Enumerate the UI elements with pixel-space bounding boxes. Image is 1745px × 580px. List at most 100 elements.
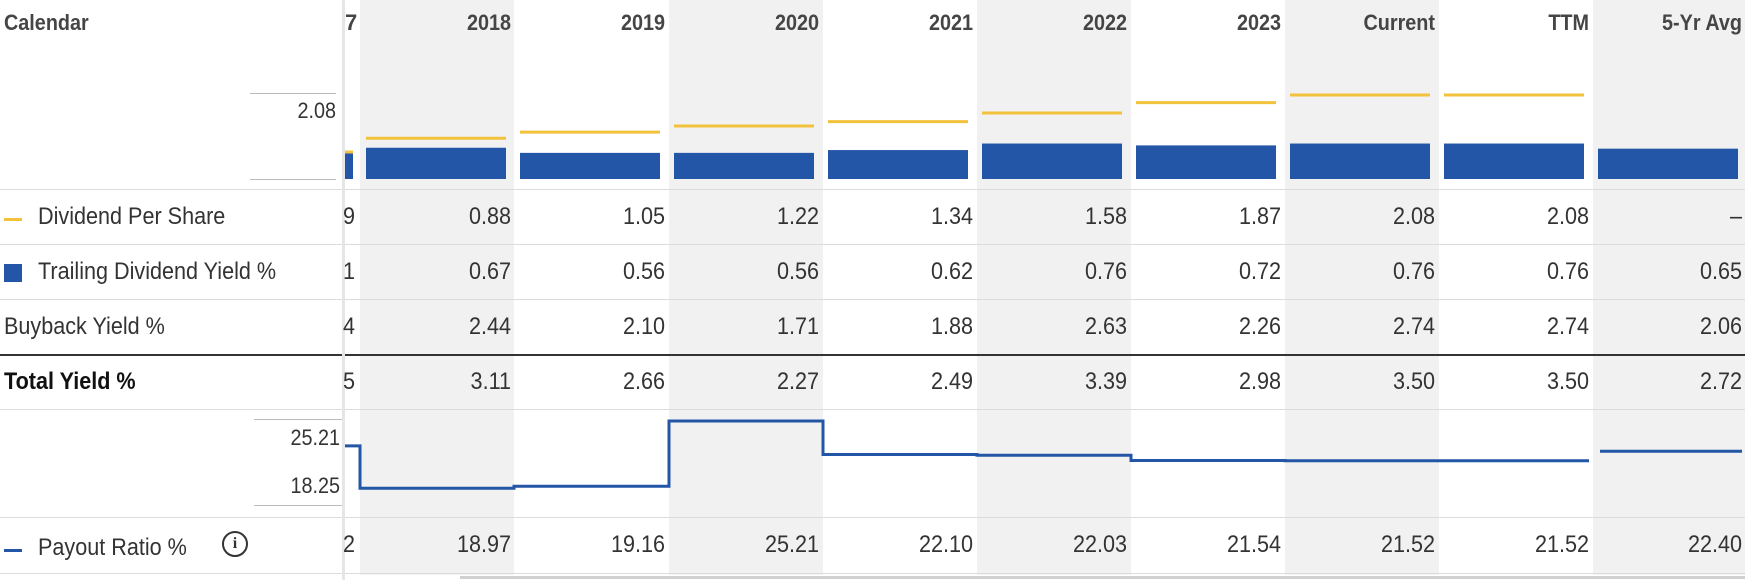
buyback-yield-value: 2.06 (1699, 313, 1742, 340)
dividend-per-share-value: 2.08 (1546, 203, 1589, 230)
trailing-yield-value: 0.56 (776, 258, 819, 285)
payout-ratio-label: Payout Ratio % (38, 534, 187, 561)
row-divider (0, 299, 1745, 300)
total-yield-label: Total Yield % (4, 368, 136, 395)
column-header: 2020 (774, 10, 819, 35)
column-header: 2021 (928, 10, 973, 35)
column-header: 5-Yr Avg (1662, 10, 1742, 35)
dividend-axis-tick-line (250, 93, 336, 94)
total-divider (0, 354, 1745, 356)
dividend-per-share-value: – (1729, 203, 1742, 230)
payout-ratio-value: 21.52 (1534, 531, 1589, 558)
partial-column-header: 7 (345, 10, 358, 35)
buyback-yield-label: Buyback Yield % (4, 313, 165, 340)
yield-bar (1290, 143, 1430, 179)
partial-value: 4 (342, 313, 355, 340)
payout-axis-min-label: 18.25 (290, 473, 340, 498)
partial-value: 1 (342, 258, 355, 285)
total-yield-value: 3.39 (1084, 368, 1127, 395)
frozen-column-divider (342, 0, 345, 580)
yield-bar (982, 143, 1122, 179)
col-shade-2018 (360, 0, 514, 575)
row-divider (0, 573, 1745, 574)
total-yield-value: 3.11 (470, 368, 511, 395)
total-yield-value: 2.27 (776, 368, 819, 395)
partial-value: 2 (342, 531, 355, 558)
dividend-per-share-value: 2.08 (1392, 203, 1435, 230)
scrollbar-track[interactable] (460, 576, 1745, 579)
dividend-per-share-value: 1.58 (1084, 203, 1127, 230)
yield-legend-square-icon (4, 264, 22, 282)
trailing-yield-value: 0.76 (1084, 258, 1127, 285)
yield-bar (828, 150, 968, 179)
trailing-yield-value: 0.65 (1699, 258, 1742, 285)
payout-ratio-value: 21.52 (1380, 531, 1435, 558)
dividend-axis-label: 2.08 (297, 98, 336, 123)
total-yield-value: 3.50 (1392, 368, 1435, 395)
yield-bar (1598, 148, 1738, 179)
column-header: Current (1363, 10, 1435, 35)
row-divider (0, 517, 1745, 518)
trailing-yield-value: 0.62 (930, 258, 973, 285)
buyback-yield-value: 2.74 (1392, 313, 1435, 340)
buyback-yield-value: 2.74 (1546, 313, 1589, 340)
total-yield-value: 2.49 (930, 368, 973, 395)
total-yield-value: 2.98 (1238, 368, 1281, 395)
payout-ratio-value: 25.21 (764, 531, 819, 558)
calendar-header: Calendar (4, 10, 89, 35)
col-shade-2022 (977, 0, 1131, 575)
payout-axis-bottom-line (254, 505, 342, 506)
buyback-yield-value: 2.10 (622, 313, 665, 340)
trailing-yield-value: 0.76 (1392, 258, 1435, 285)
dividend-axis-base-line (250, 179, 336, 180)
dividend-per-share-value: 1.34 (930, 203, 973, 230)
payout-ratio-value: 18.97 (456, 531, 511, 558)
yield-bar (520, 152, 660, 179)
yield-bar (674, 152, 814, 179)
total-yield-value: 3.50 (1546, 368, 1589, 395)
partial-value: 5 (342, 368, 355, 395)
total-yield-value: 2.72 (1699, 368, 1742, 395)
dividend-per-share-value: 1.05 (622, 203, 665, 230)
payout-legend-line-icon (4, 549, 22, 552)
column-header: 2022 (1082, 10, 1127, 35)
row-divider (0, 189, 1745, 190)
payout-ratio-value: 19.16 (610, 531, 665, 558)
row-divider (0, 244, 1745, 245)
payout-step-line (345, 419, 1589, 490)
col-shade-2020 (669, 0, 823, 575)
column-header: 2018 (466, 10, 511, 35)
buyback-yield-value: 2.44 (468, 313, 511, 340)
trailing-yield-value: 0.67 (468, 258, 511, 285)
total-yield-value: 2.66 (622, 368, 665, 395)
payout-ratio-value: 22.03 (1072, 531, 1127, 558)
partial-value: 9 (342, 203, 355, 230)
payout-ratio-value: 22.10 (918, 531, 973, 558)
dividend-legend-line-icon (4, 218, 22, 221)
buyback-yield-value: 1.88 (930, 313, 973, 340)
buyback-yield-value: 1.71 (776, 313, 819, 340)
dividend-per-share-value: 1.22 (776, 203, 819, 230)
column-header: 2023 (1236, 10, 1281, 35)
trailing-yield-value: 0.72 (1238, 258, 1281, 285)
trailing-yield-label: Trailing Dividend Yield % (38, 258, 277, 285)
col-shade-5yr (1593, 0, 1745, 575)
payout-axis-top-line (254, 419, 342, 420)
buyback-yield-value: 2.63 (1084, 313, 1127, 340)
yield-bar (1444, 143, 1584, 179)
yield-bar-partial (345, 151, 353, 179)
row-divider (0, 409, 1745, 410)
buyback-yield-value: 2.26 (1238, 313, 1281, 340)
yield-bar (366, 147, 506, 179)
payout-ratio-value: 22.40 (1687, 531, 1742, 558)
dividend-per-share-value: 1.87 (1238, 203, 1281, 230)
yield-bar (1136, 145, 1276, 179)
trailing-yield-value: 0.56 (622, 258, 665, 285)
dividend-per-share-label: Dividend Per Share (38, 203, 226, 230)
trailing-yield-value: 0.76 (1546, 258, 1589, 285)
info-icon[interactable]: i (222, 531, 248, 557)
column-header: TTM (1548, 10, 1589, 35)
dividend-per-share-value: 0.88 (468, 203, 511, 230)
payout-ratio-value: 21.54 (1226, 531, 1281, 558)
